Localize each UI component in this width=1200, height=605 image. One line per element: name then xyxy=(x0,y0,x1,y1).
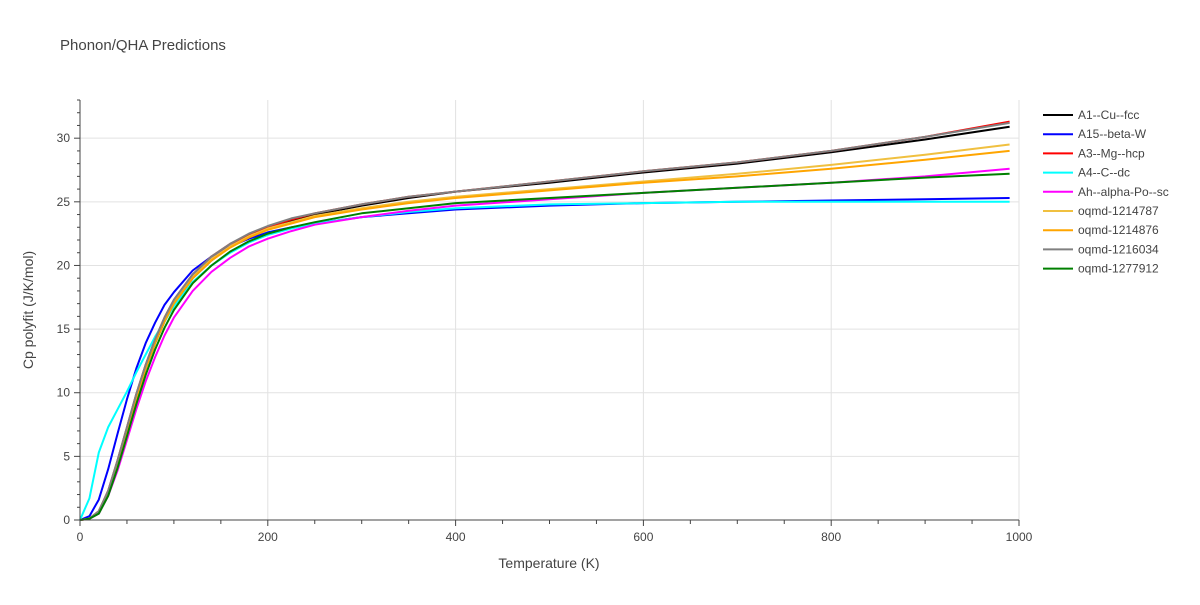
legend-item-5[interactable]: oqmd-1214787 xyxy=(1043,204,1159,218)
axes: 0 200 400 600 800 1000 0 5 10 15 20 25 30 xyxy=(57,99,1033,544)
x-tick-label-3: 600 xyxy=(633,530,653,544)
y-tick-label-0: 0 xyxy=(63,513,70,527)
series-line-7 xyxy=(79,121,1010,521)
legend-label-6: oqmd-1214876 xyxy=(1078,223,1159,237)
y-tick-label-6: 30 xyxy=(57,131,71,145)
x-tick-label-4: 800 xyxy=(821,530,841,544)
x-axis-title: Temperature (K) xyxy=(498,555,599,571)
legend-label-1: A15--beta-W xyxy=(1078,127,1147,141)
x-tick-label-0: 0 xyxy=(77,530,84,544)
legend-label-5: oqmd-1214787 xyxy=(1078,204,1159,218)
legend-label-8: oqmd-1277912 xyxy=(1078,262,1159,276)
x-tick-label-1: 200 xyxy=(258,530,278,544)
y-axis-title: Cp polyfit (J/K/mol) xyxy=(20,251,36,369)
legend-item-6[interactable]: oqmd-1214876 xyxy=(1043,223,1159,237)
plot-area xyxy=(79,120,1010,521)
legend-item-0[interactable]: A1--Cu--fcc xyxy=(1043,108,1139,122)
legend-label-2: A3--Mg--hcp xyxy=(1078,146,1145,160)
legend-item-4[interactable]: Ah--alpha-Po--sc xyxy=(1043,185,1169,199)
legend-label-4: Ah--alpha-Po--sc xyxy=(1078,185,1169,199)
legend-label-0: A1--Cu--fcc xyxy=(1078,108,1139,122)
legend-item-7[interactable]: oqmd-1216034 xyxy=(1043,242,1159,256)
chart-title: Phonon/QHA Predictions xyxy=(60,37,226,54)
series-line-8 xyxy=(79,172,1010,521)
x-tick-label-5: 1000 xyxy=(1006,530,1033,544)
legend-label-7: oqmd-1216034 xyxy=(1078,242,1159,256)
x-tick-label-2: 400 xyxy=(446,530,466,544)
y-tick-label-4: 20 xyxy=(57,258,71,272)
legend-label-3: A4--C--dc xyxy=(1078,166,1130,180)
y-tick-label-3: 15 xyxy=(57,322,71,336)
y-tick-label-1: 5 xyxy=(63,449,70,463)
legend-item-3[interactable]: A4--C--dc xyxy=(1043,166,1130,180)
y-tick-label-2: 10 xyxy=(57,386,71,400)
legend-item-8[interactable]: oqmd-1277912 xyxy=(1043,262,1159,276)
legend-item-2[interactable]: A3--Mg--hcp xyxy=(1043,146,1145,160)
y-tick-label-5: 25 xyxy=(57,195,71,209)
legend[interactable]: A1--Cu--fcc A15--beta-W A3--Mg--hcp A4--C--… xyxy=(1043,108,1169,276)
legend-item-1[interactable]: A15--beta-W xyxy=(1043,127,1147,141)
